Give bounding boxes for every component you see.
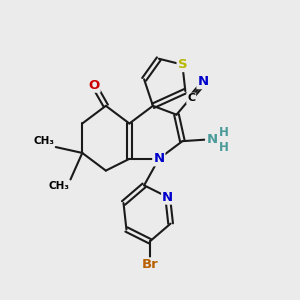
Text: N: N [206, 133, 218, 146]
Text: N: N [197, 75, 208, 88]
Text: CH₃: CH₃ [48, 181, 69, 191]
Text: H: H [219, 141, 229, 154]
Text: CH₃: CH₃ [33, 136, 54, 146]
Text: O: O [88, 79, 100, 92]
Text: H: H [219, 126, 229, 139]
Text: S: S [178, 58, 187, 71]
Text: C: C [187, 94, 195, 103]
Text: N: N [162, 190, 173, 204]
Text: Br: Br [142, 258, 158, 271]
Text: N: N [153, 152, 164, 165]
